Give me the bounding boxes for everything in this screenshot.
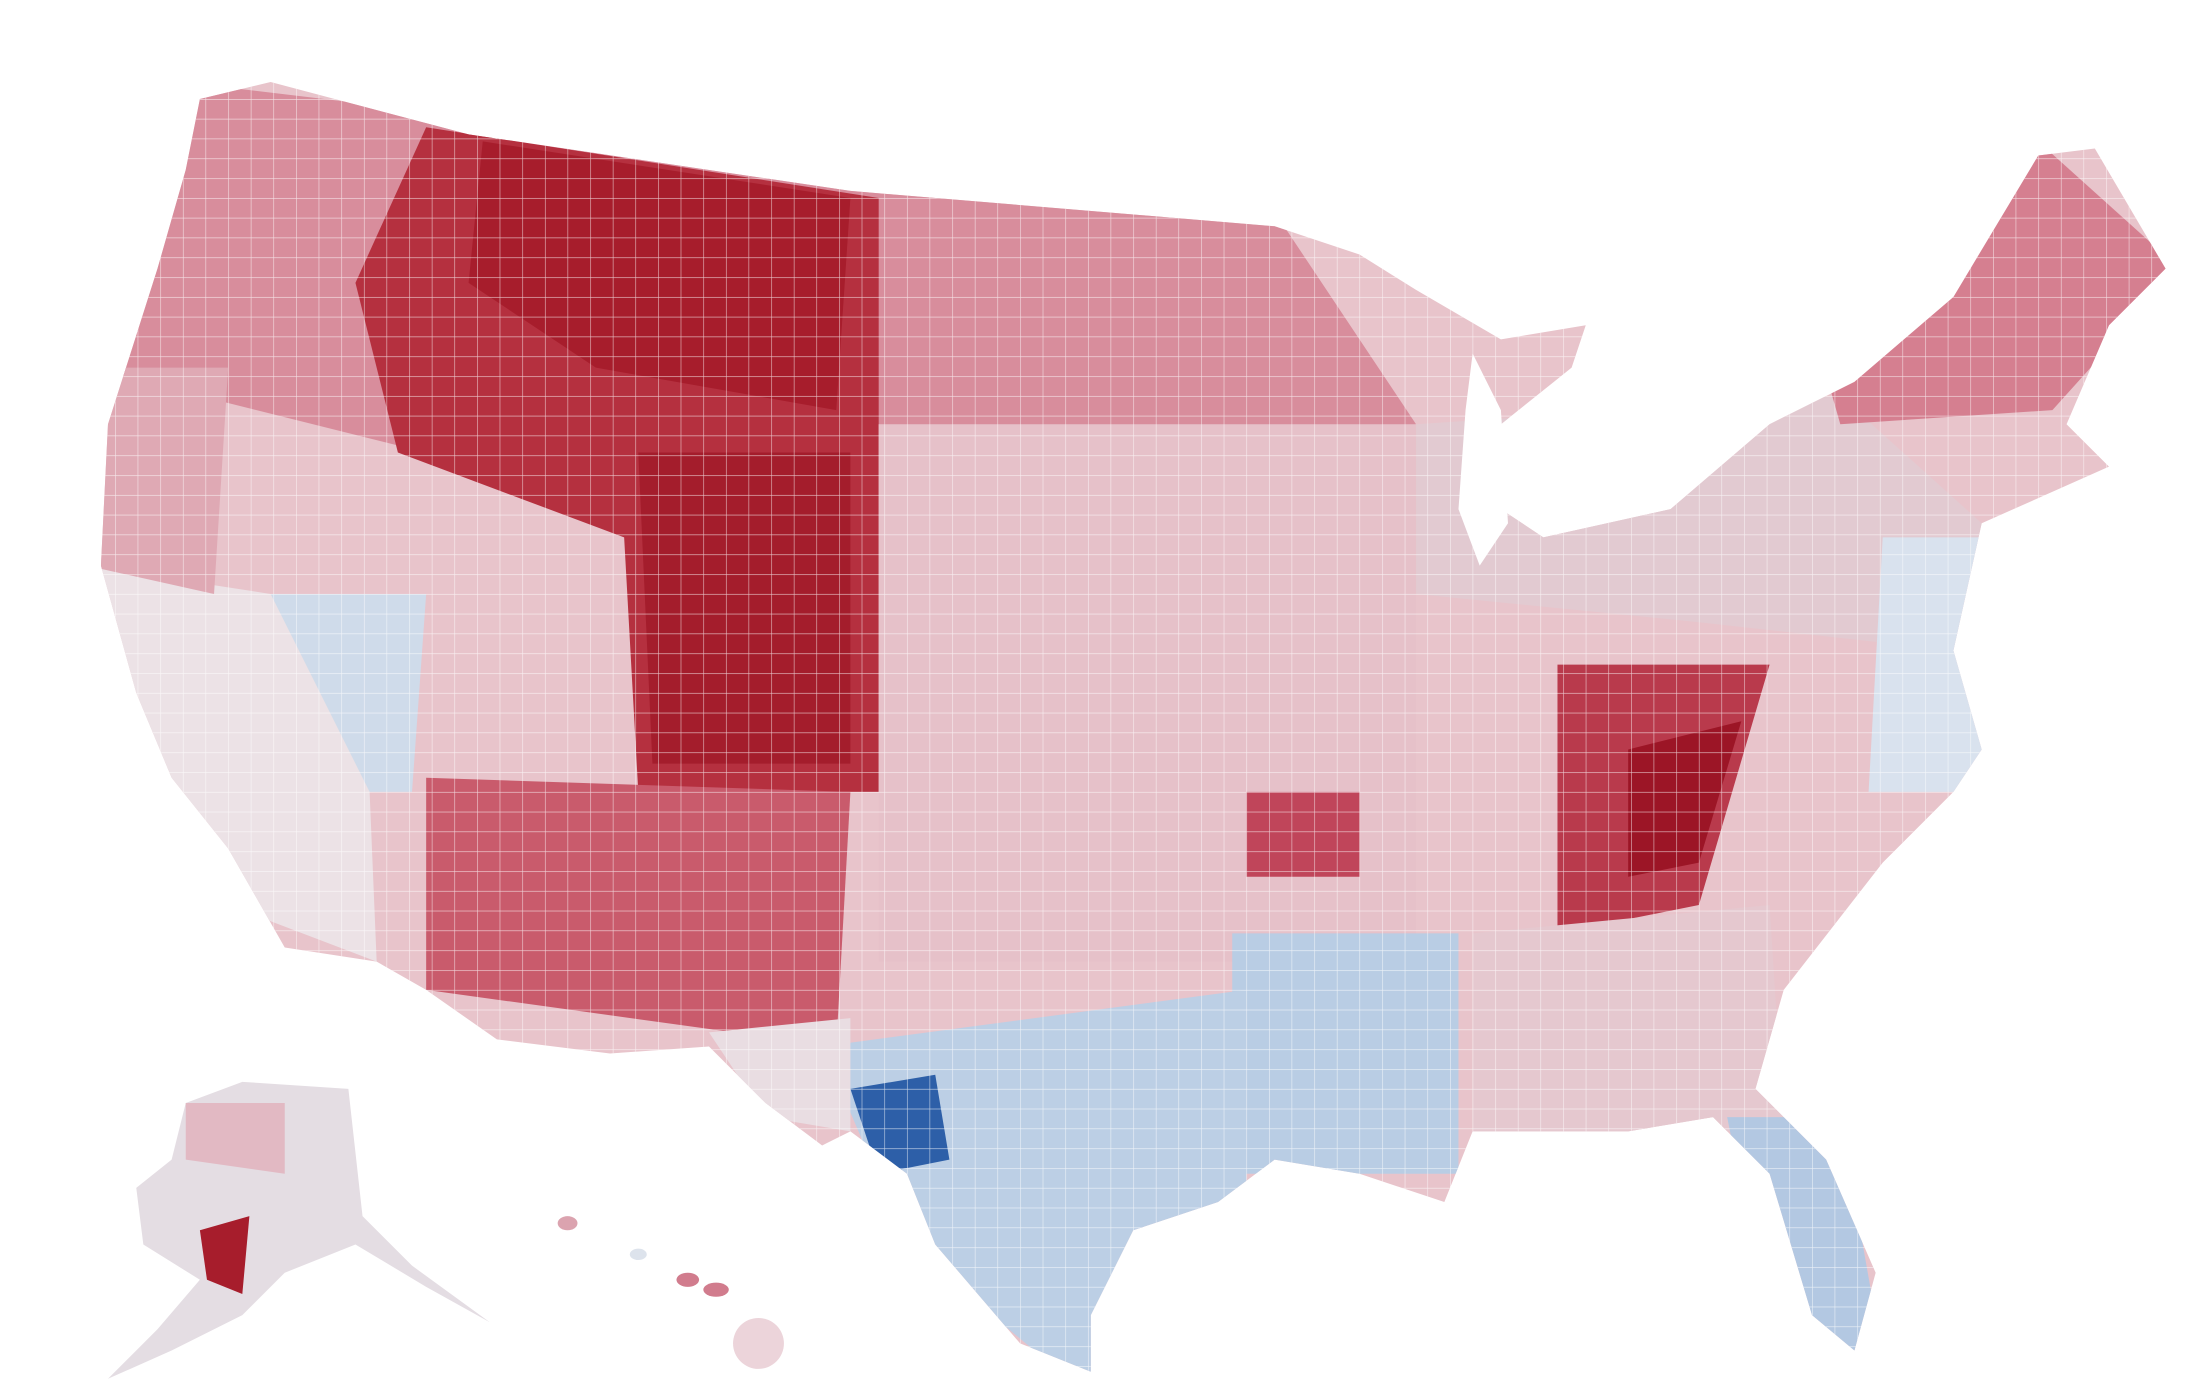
hawaii: [557, 1216, 784, 1369]
alaska-region: [199, 1216, 250, 1294]
hawaii-island: [703, 1282, 729, 1297]
hawaii-island: [557, 1216, 578, 1231]
lake-michigan: [1458, 353, 1508, 566]
alaska: [107, 1081, 490, 1379]
hawaii-island: [676, 1272, 700, 1287]
county-borders: [100, 82, 2166, 1372]
hawaii-island: [733, 1317, 784, 1369]
alaska-north: [185, 1103, 285, 1174]
contiguous-states: [100, 82, 2166, 1372]
hawaii-island: [629, 1248, 647, 1260]
alaska-shape: [107, 1081, 490, 1379]
